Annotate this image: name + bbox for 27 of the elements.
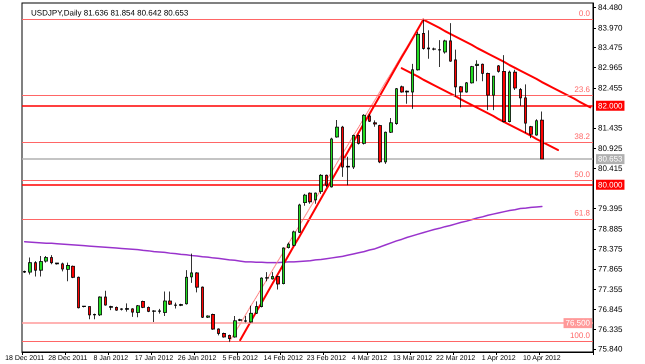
y-tick-label: 84.480 bbox=[598, 3, 624, 12]
y-tick-label: 79.395 bbox=[598, 204, 624, 214]
annotation: 50.0 bbox=[574, 170, 591, 179]
y-tick-label: 83.475 bbox=[598, 42, 624, 52]
ref-line-label: 82.000 bbox=[598, 101, 624, 110]
annotation: 0.0 bbox=[578, 9, 591, 18]
annotation: 38.2 bbox=[574, 132, 591, 142]
y-tick-label: 77.355 bbox=[598, 284, 624, 294]
y-tick-label: 81.435 bbox=[598, 124, 624, 133]
annotation: 23.6 bbox=[574, 84, 591, 94]
y-tick-label: 75.840 bbox=[598, 344, 624, 354]
y-tick-label: 82.965 bbox=[598, 63, 624, 72]
y-tick-label: 76.335 bbox=[598, 325, 624, 334]
ref-line-label: 80.653 bbox=[598, 154, 624, 164]
y-tick-label: 77.865 bbox=[598, 264, 624, 274]
text: USDJPY,Daily 81.636 81.854 80.642 80.653 bbox=[31, 8, 189, 18]
y-tick-label: 76.845 bbox=[598, 305, 624, 314]
y-tick-label: 83.970 bbox=[598, 23, 624, 32]
y-tick-label: 78.885 bbox=[598, 224, 624, 234]
y-tick-label: 78.375 bbox=[598, 244, 624, 254]
ref-line-label: 76.500 bbox=[566, 318, 591, 328]
y-tick-label: 80.925 bbox=[598, 144, 624, 153]
y-tick-label: 82.455 bbox=[598, 83, 624, 92]
ref-line-label: 80.000 bbox=[598, 180, 624, 190]
y-tick-label: 80.415 bbox=[598, 164, 624, 173]
annotation: 100.0 bbox=[570, 331, 591, 340]
annotation: 61.8 bbox=[574, 208, 591, 218]
